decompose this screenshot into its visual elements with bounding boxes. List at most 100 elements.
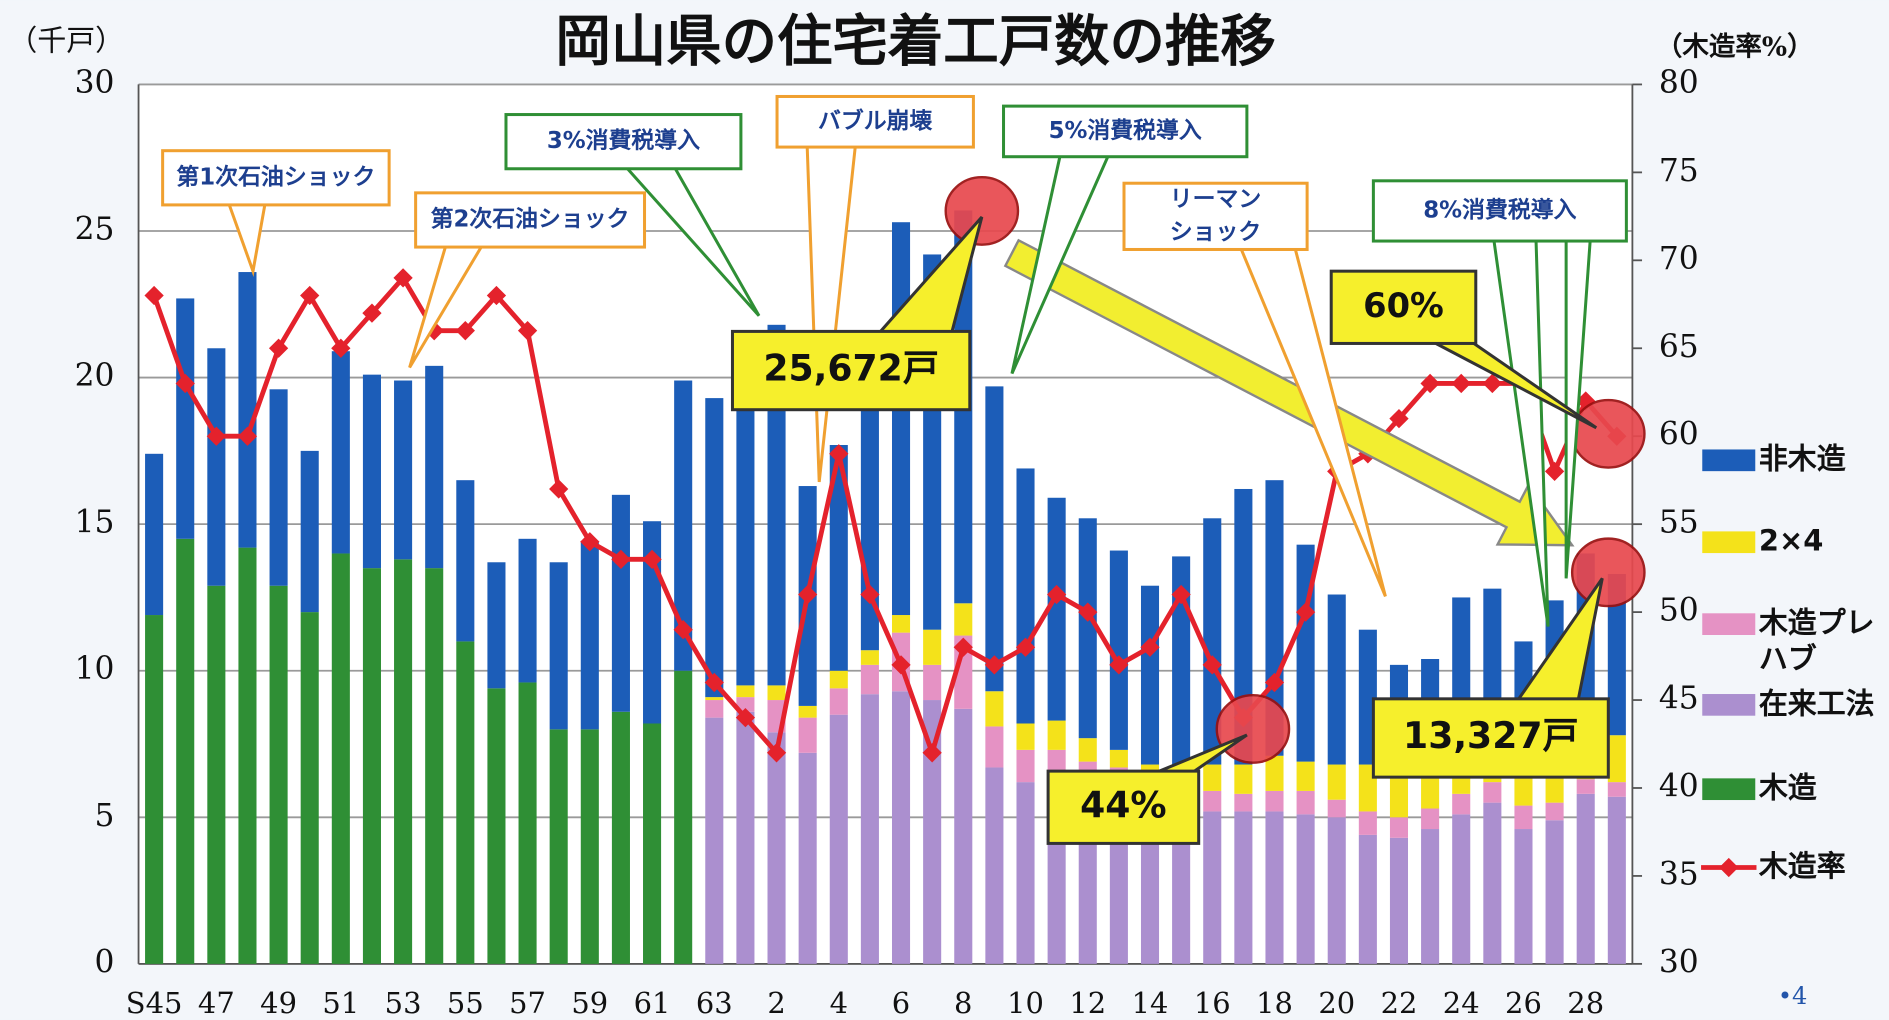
bar-segment <box>829 688 848 715</box>
x-tick-label: 14 <box>1132 986 1169 1020</box>
bar-segment <box>145 453 164 616</box>
bar-segment <box>331 351 350 554</box>
bar-segment <box>860 694 879 964</box>
legend-swatch <box>1702 778 1756 801</box>
x-tick-label: 53 <box>385 986 422 1020</box>
x-tick-label: 20 <box>1318 986 1355 1020</box>
rate-marker <box>362 303 382 323</box>
bar-segment <box>1545 802 1564 821</box>
legend-swatch <box>1702 449 1756 472</box>
x-tick-label: 24 <box>1443 986 1480 1020</box>
bar-segment <box>1607 782 1626 797</box>
bar-segment <box>238 272 257 548</box>
x-tick-label: 61 <box>634 986 671 1020</box>
bar-segment <box>674 670 693 964</box>
legend-label-box: 2×4 <box>1759 524 1823 558</box>
x-tick-label: 26 <box>1505 986 1542 1020</box>
y2-tick-label: 50 <box>1659 593 1699 629</box>
rate-marker <box>829 444 849 464</box>
rate-marker <box>922 743 942 763</box>
y2-tick-label: 70 <box>1659 241 1699 277</box>
bar-segment <box>425 365 444 569</box>
rate-marker <box>1389 408 1409 429</box>
annotation: 第1次石油ショック <box>176 163 375 190</box>
bar-segment <box>954 603 973 636</box>
bar-segment <box>238 547 257 964</box>
callout-box <box>1002 104 1249 159</box>
y2-tick-label: 45 <box>1659 681 1699 717</box>
x-tick-label: 4 <box>830 986 848 1020</box>
bar-segment <box>1140 585 1160 765</box>
page-number: •4 <box>1778 982 1808 1010</box>
rate-marker <box>393 268 413 288</box>
bar-segment <box>1296 761 1315 791</box>
bar-segment <box>736 711 755 964</box>
legend-label: 木造率 <box>1758 849 1846 884</box>
x-tick-label: 6 <box>892 986 910 1020</box>
bar-segment <box>1327 594 1346 765</box>
bar-segment <box>1576 779 1595 794</box>
bar-segment <box>705 697 724 701</box>
annotation: 8%消費税導入 <box>1423 196 1576 223</box>
bar-segment <box>176 538 195 964</box>
bar-segment <box>1047 720 1066 750</box>
y2-tick-label: 35 <box>1659 856 1699 892</box>
bar-segment <box>736 330 755 686</box>
rate-marker <box>175 373 195 394</box>
rate-marker <box>486 285 507 306</box>
bar-segment <box>1358 834 1377 964</box>
highlight-circle <box>944 175 1020 246</box>
rate-marker <box>1078 602 1098 622</box>
x-tick-label: 57 <box>509 986 546 1020</box>
legend-label-box: 在来工法 <box>1759 687 1875 721</box>
bar-segment <box>1421 808 1440 830</box>
bar-segment <box>1203 518 1222 765</box>
bar-segment <box>1047 497 1066 721</box>
bar-segment <box>923 664 942 701</box>
annotation: リーマン <box>1170 186 1262 212</box>
annotation: 44% <box>1080 783 1166 826</box>
bar-segment <box>1545 820 1564 964</box>
legend-label: 非木造 <box>1758 442 1846 476</box>
x-tick-label: S45 <box>126 986 183 1020</box>
bar-segment <box>891 691 911 964</box>
rate-marker <box>331 338 351 358</box>
bar-segment <box>207 585 226 964</box>
bar-segment <box>860 664 879 695</box>
x-tick-label: 22 <box>1381 986 1418 1020</box>
legend-label-box: 非木造 <box>1758 442 1846 476</box>
legend-label-box: 木造プレハブ <box>1759 606 1875 676</box>
bar-segment <box>1327 764 1346 800</box>
bar-segment <box>611 494 630 712</box>
bar-segment <box>611 711 630 964</box>
bar-segment <box>985 767 1004 964</box>
x-tick-label: 8 <box>954 986 972 1020</box>
x-tick-label: 12 <box>1069 986 1106 1020</box>
y-tick-label: 25 <box>75 212 115 248</box>
bar-segment <box>394 380 413 560</box>
x-tick-label: 10 <box>1007 986 1044 1020</box>
rate-marker <box>144 285 164 306</box>
callout-box <box>1122 181 1309 251</box>
y-tick-label: 5 <box>95 798 115 834</box>
rate-marker <box>1451 373 1471 394</box>
legend-swatch <box>1702 613 1756 635</box>
rate-marker <box>766 743 787 763</box>
legend-swatch <box>1702 694 1756 716</box>
bar-segment <box>736 685 755 698</box>
x-tick-label: 28 <box>1567 986 1604 1020</box>
rate-marker <box>300 285 320 306</box>
y2-tick-label: 55 <box>1659 505 1699 541</box>
bar-segment <box>269 585 288 964</box>
annotation: 5%消費税導入 <box>1049 117 1202 144</box>
x-tick-label: 51 <box>322 986 359 1020</box>
bar-segment <box>1514 829 1533 964</box>
callout-box <box>730 329 972 412</box>
callout-box <box>504 113 743 171</box>
rate-marker <box>673 620 693 640</box>
bar-segment <box>985 691 1004 727</box>
x-tick-label: 49 <box>260 986 297 1020</box>
bar-segment <box>1016 782 1035 964</box>
bar-segment <box>1234 793 1253 812</box>
bar-segment <box>1172 805 1191 964</box>
